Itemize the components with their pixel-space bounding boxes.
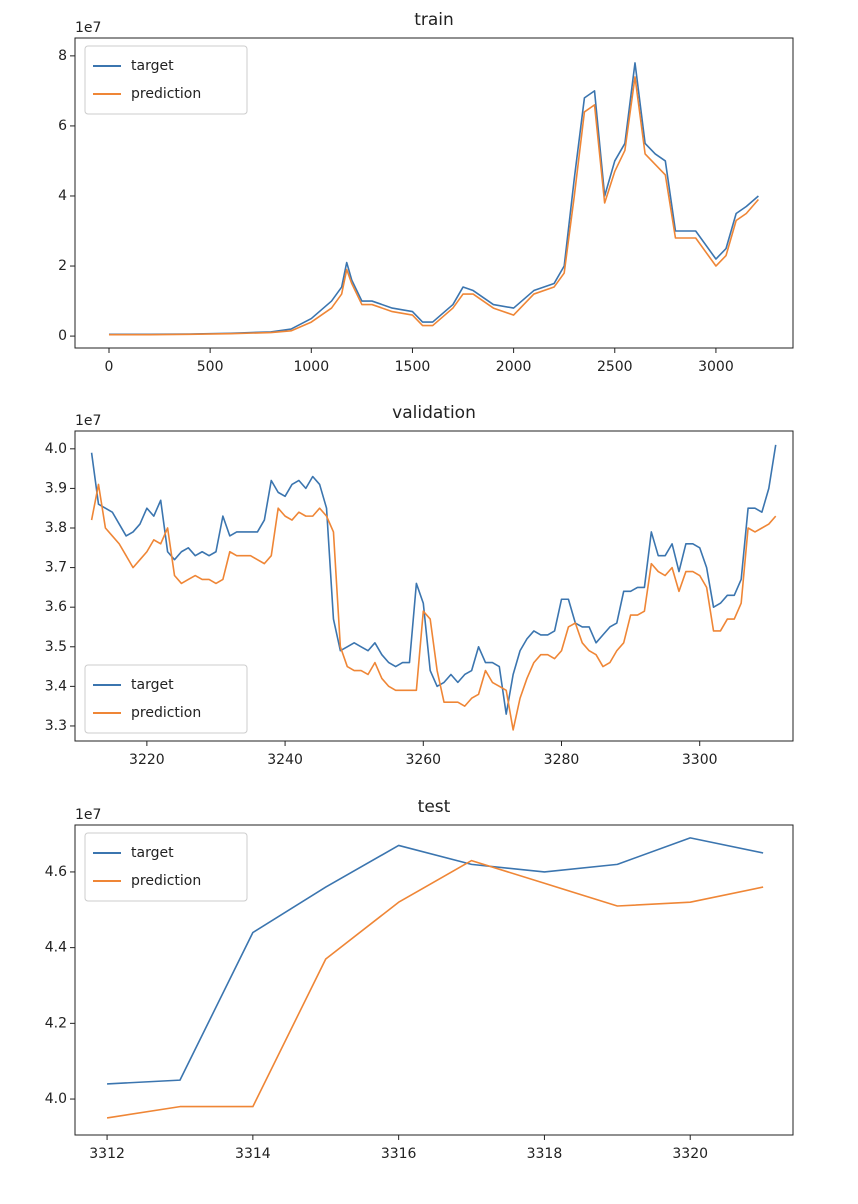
x-tick-label: 1000	[293, 359, 329, 375]
x-tick-label: 3300	[682, 752, 718, 768]
x-tick-label: 3312	[89, 1146, 125, 1162]
x-tick-label: 500	[197, 359, 224, 375]
y-tick-label: 4.4	[45, 940, 67, 956]
y-tick-label: 8	[58, 48, 67, 64]
x-tick-label: 3000	[698, 359, 734, 375]
y-tick-label: 3.8	[45, 520, 67, 536]
y-tick-label: 4.0	[45, 441, 67, 457]
y-tick-label: 4	[58, 188, 67, 204]
x-tick-label: 1500	[395, 359, 431, 375]
x-tick-label: 2000	[496, 359, 532, 375]
y-tick-label: 6	[58, 118, 67, 134]
y-tick-label: 3.7	[45, 560, 67, 576]
chart-title: validation	[392, 403, 476, 423]
offset-label: 1e7	[75, 413, 101, 429]
y-tick-label: 3.6	[45, 599, 67, 615]
x-tick-label: 3260	[405, 752, 441, 768]
chart-title: test	[418, 797, 451, 817]
series-line	[107, 837, 764, 1085]
y-tick-label: 2	[58, 258, 67, 274]
chart-title: train	[414, 10, 454, 30]
legend-box	[84, 45, 248, 115]
x-tick-label: 2500	[597, 359, 633, 375]
x-tick-label: 3320	[672, 1146, 708, 1162]
legend-label: target	[131, 58, 174, 74]
legend-label: target	[131, 845, 174, 861]
x-tick-label: 0	[105, 359, 114, 375]
x-tick-label: 3280	[544, 752, 580, 768]
x-tick-label: 3240	[267, 752, 303, 768]
y-tick-label: 3.4	[45, 678, 67, 694]
x-tick-label: 3316	[381, 1146, 417, 1162]
legend-label: prediction	[131, 873, 201, 889]
legend-box	[84, 832, 248, 902]
series-line	[90, 444, 777, 715]
series-line	[106, 859, 764, 1119]
legend-label: prediction	[131, 705, 201, 721]
legend-label: prediction	[131, 86, 201, 102]
y-tick-label: 4.0	[45, 1091, 67, 1107]
series-line	[108, 76, 760, 336]
x-tick-label: 3314	[235, 1146, 271, 1162]
offset-label: 1e7	[75, 807, 101, 823]
legend-label: target	[131, 677, 174, 693]
series-line	[108, 62, 759, 336]
legend-box	[84, 664, 248, 734]
y-tick-label: 3.9	[45, 480, 67, 496]
offset-label: 1e7	[75, 20, 101, 36]
y-tick-label: 3.3	[45, 718, 67, 734]
x-tick-label: 3220	[129, 752, 165, 768]
y-tick-label: 0	[58, 328, 67, 344]
plot-frame	[74, 37, 794, 349]
plot-frame	[74, 430, 794, 742]
y-tick-label: 3.5	[45, 639, 67, 655]
plot-frame	[74, 824, 794, 1136]
series-line	[90, 483, 777, 731]
x-tick-label: 3318	[527, 1146, 563, 1162]
y-tick-label: 4.2	[45, 1015, 67, 1031]
y-tick-label: 4.6	[45, 864, 67, 880]
